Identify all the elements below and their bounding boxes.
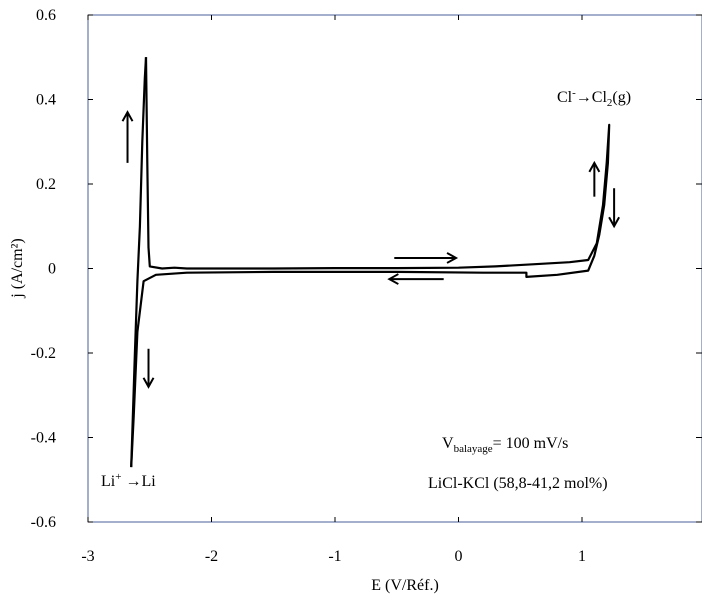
annotation-chlorine-text-1: Cl [557,89,573,106]
annotation-scan-rate-v: V [442,435,454,452]
annotation-chlorine-evolution: Cl-→Cl2(g) [557,87,631,109]
voltammogram-curve [131,57,609,467]
y-axis-title: j (A/cm²) [9,238,26,298]
y-tick-label: -0.2 [31,345,56,362]
arrow-group [123,112,620,387]
y-tick-label: -0.4 [31,430,56,447]
annotation-lithium-deposition: Li+ →Li [101,471,156,490]
y-tick-label: -0.6 [31,514,56,531]
annotation-chlorine-text-2: →Cl [576,89,608,106]
annotation-lithium-text-1: Li [101,473,116,490]
annotation-scan-rate-value: = 100 mV/s [493,435,569,452]
y-tick-label: 0 [48,261,56,278]
voltammogram-curve-return [131,57,146,467]
curve-group [131,57,609,467]
up-arrow-right [589,163,599,197]
annotation-chlorine-text-3: (g) [612,89,631,106]
left-arrow-bottom [389,274,443,284]
right-arrow-top [394,253,456,263]
x-tick-label: -3 [81,548,94,565]
x-axis-title: E (V/Réf.) [371,577,439,594]
y-tick-label: 0.4 [36,92,56,109]
x-tick-label: -2 [205,548,218,565]
y-tick-label: 0.2 [36,176,56,193]
x-tick-label: 1 [578,548,586,565]
y-tick-label: 0.6 [36,7,56,24]
x-tick-label: -1 [328,548,341,565]
up-arrow-left [123,112,133,163]
annotation-lithium-text-2: →Li [121,473,156,490]
annotation-scan-rate-subscript: balayage [454,443,493,455]
annotation-scan-rate: Vbalayage= 100 mV/s [442,435,568,455]
annotation-electrolyte: LiCl-KCl (58,8-41,2 mol%) [428,475,608,492]
down-arrow-right [609,188,619,226]
x-tick-label: 0 [455,548,463,565]
down-arrow-left [144,349,154,387]
